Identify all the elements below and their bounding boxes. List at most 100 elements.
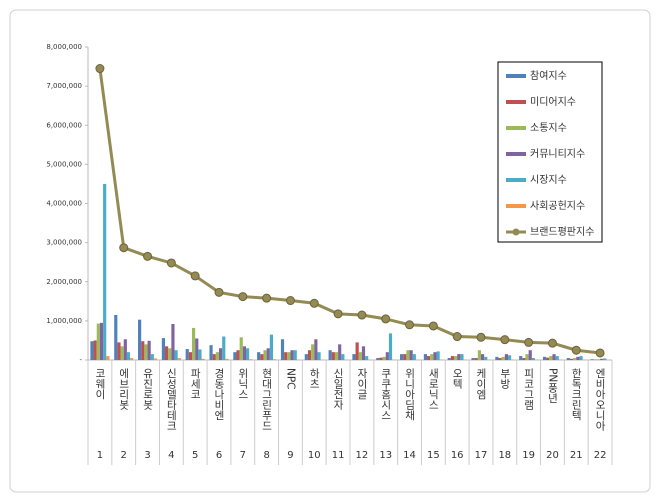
- bar: [249, 359, 253, 360]
- category-number: 5: [192, 450, 198, 461]
- bar: [388, 333, 393, 360]
- bar: [358, 352, 362, 360]
- x-tick-label: 에브리봇: [118, 368, 130, 410]
- x-tick-label: 위닉스: [237, 367, 249, 399]
- line-marker: [214, 287, 224, 297]
- bar: [341, 354, 345, 360]
- bar: [338, 344, 342, 360]
- x-tick-label: 한독크린텍: [570, 368, 582, 421]
- line-marker: [357, 310, 367, 320]
- x-tick-label: 하츠: [308, 367, 320, 389]
- bar: [266, 348, 270, 360]
- bar: [471, 358, 475, 360]
- bar: [280, 339, 285, 360]
- bar: [555, 356, 559, 360]
- bar: [546, 357, 550, 360]
- x-tick-label: 신성델타테크: [165, 368, 177, 431]
- bar: [222, 336, 226, 360]
- category-number: 13: [379, 450, 392, 461]
- x-tick-label: 새로닉스: [427, 368, 439, 410]
- x-tick-label: 위니아딤채: [404, 367, 416, 421]
- bar: [93, 340, 97, 360]
- y-tick-label: 4,000,000: [46, 200, 82, 208]
- bar: [352, 354, 356, 360]
- bar: [150, 354, 154, 360]
- chart-frame: [9, 9, 651, 493]
- bar: [603, 358, 607, 360]
- bar: [114, 315, 118, 360]
- bar: [103, 183, 107, 360]
- bar: [427, 356, 431, 360]
- x-tick-label: 피코그램: [523, 368, 535, 410]
- bar: [409, 350, 413, 360]
- legend-label: 소통지수: [530, 122, 567, 134]
- bar: [385, 352, 389, 360]
- bar: [596, 359, 601, 360]
- bar: [201, 358, 205, 360]
- x-tick-label: PN풍년: [546, 368, 558, 403]
- legend-label: 미디어지수: [530, 96, 576, 108]
- bar: [290, 350, 294, 360]
- bar: [161, 338, 166, 360]
- line: [98, 68, 601, 355]
- bar: [576, 356, 580, 360]
- x-tick-label: NPC: [284, 368, 296, 390]
- bar: [525, 354, 529, 360]
- bar: [423, 354, 428, 360]
- bar: [579, 356, 583, 360]
- bar: [566, 358, 570, 360]
- bar: [507, 355, 512, 360]
- x-tick-label: 오텍: [451, 368, 463, 390]
- bar: [382, 356, 386, 360]
- line-marker: [500, 335, 510, 345]
- bar: [138, 319, 142, 360]
- legend-swatch: [506, 74, 526, 78]
- legend-swatch: [506, 100, 526, 104]
- bar: [260, 354, 264, 360]
- bar: [188, 352, 193, 360]
- line-marker: [333, 309, 343, 319]
- bar: [331, 352, 335, 360]
- bar: [144, 344, 148, 360]
- bar: [307, 350, 312, 360]
- bar: [450, 356, 455, 360]
- line-marker: [143, 251, 153, 261]
- legend-label: 커뮤니티지수: [530, 148, 585, 160]
- category-number: 20: [546, 450, 559, 461]
- y-tick-label: 2,000,000: [46, 278, 82, 286]
- bar: [460, 354, 464, 360]
- bar: [242, 346, 246, 360]
- legend-swatch: [506, 204, 526, 208]
- category-number: 18: [498, 450, 511, 461]
- bar: [192, 327, 196, 360]
- category-number: 14: [403, 450, 416, 461]
- bar: [573, 358, 577, 360]
- bar: [528, 350, 532, 360]
- x-tick-label: 경동나비엔: [213, 367, 225, 420]
- x-tick-label: 부방: [499, 368, 511, 389]
- bar: [355, 342, 359, 360]
- bar: [406, 350, 410, 360]
- bar: [236, 350, 240, 360]
- bar: [379, 357, 383, 360]
- line-marker: [595, 348, 605, 358]
- x-tick-label: 신일전자: [332, 368, 344, 411]
- bar: [477, 350, 481, 360]
- bar: [96, 323, 100, 360]
- legend-label: 브랜드평판지수: [530, 226, 594, 238]
- x-tick-label: 엔비아오니아: [594, 368, 606, 432]
- legend-label: 시장지수: [530, 174, 567, 186]
- line-marker: [524, 337, 534, 347]
- bar: [365, 356, 369, 360]
- bar: [239, 337, 243, 360]
- category-number: 16: [451, 450, 464, 461]
- bar: [454, 356, 458, 360]
- x-tick-label: 쿠쿠홈시스: [380, 368, 392, 421]
- bar: [430, 354, 434, 360]
- y-tick-label: 3,000,000: [46, 239, 82, 247]
- bar: [412, 354, 416, 360]
- bar: [481, 354, 485, 360]
- bar: [120, 346, 124, 360]
- bar: [123, 339, 127, 360]
- bar: [219, 348, 223, 360]
